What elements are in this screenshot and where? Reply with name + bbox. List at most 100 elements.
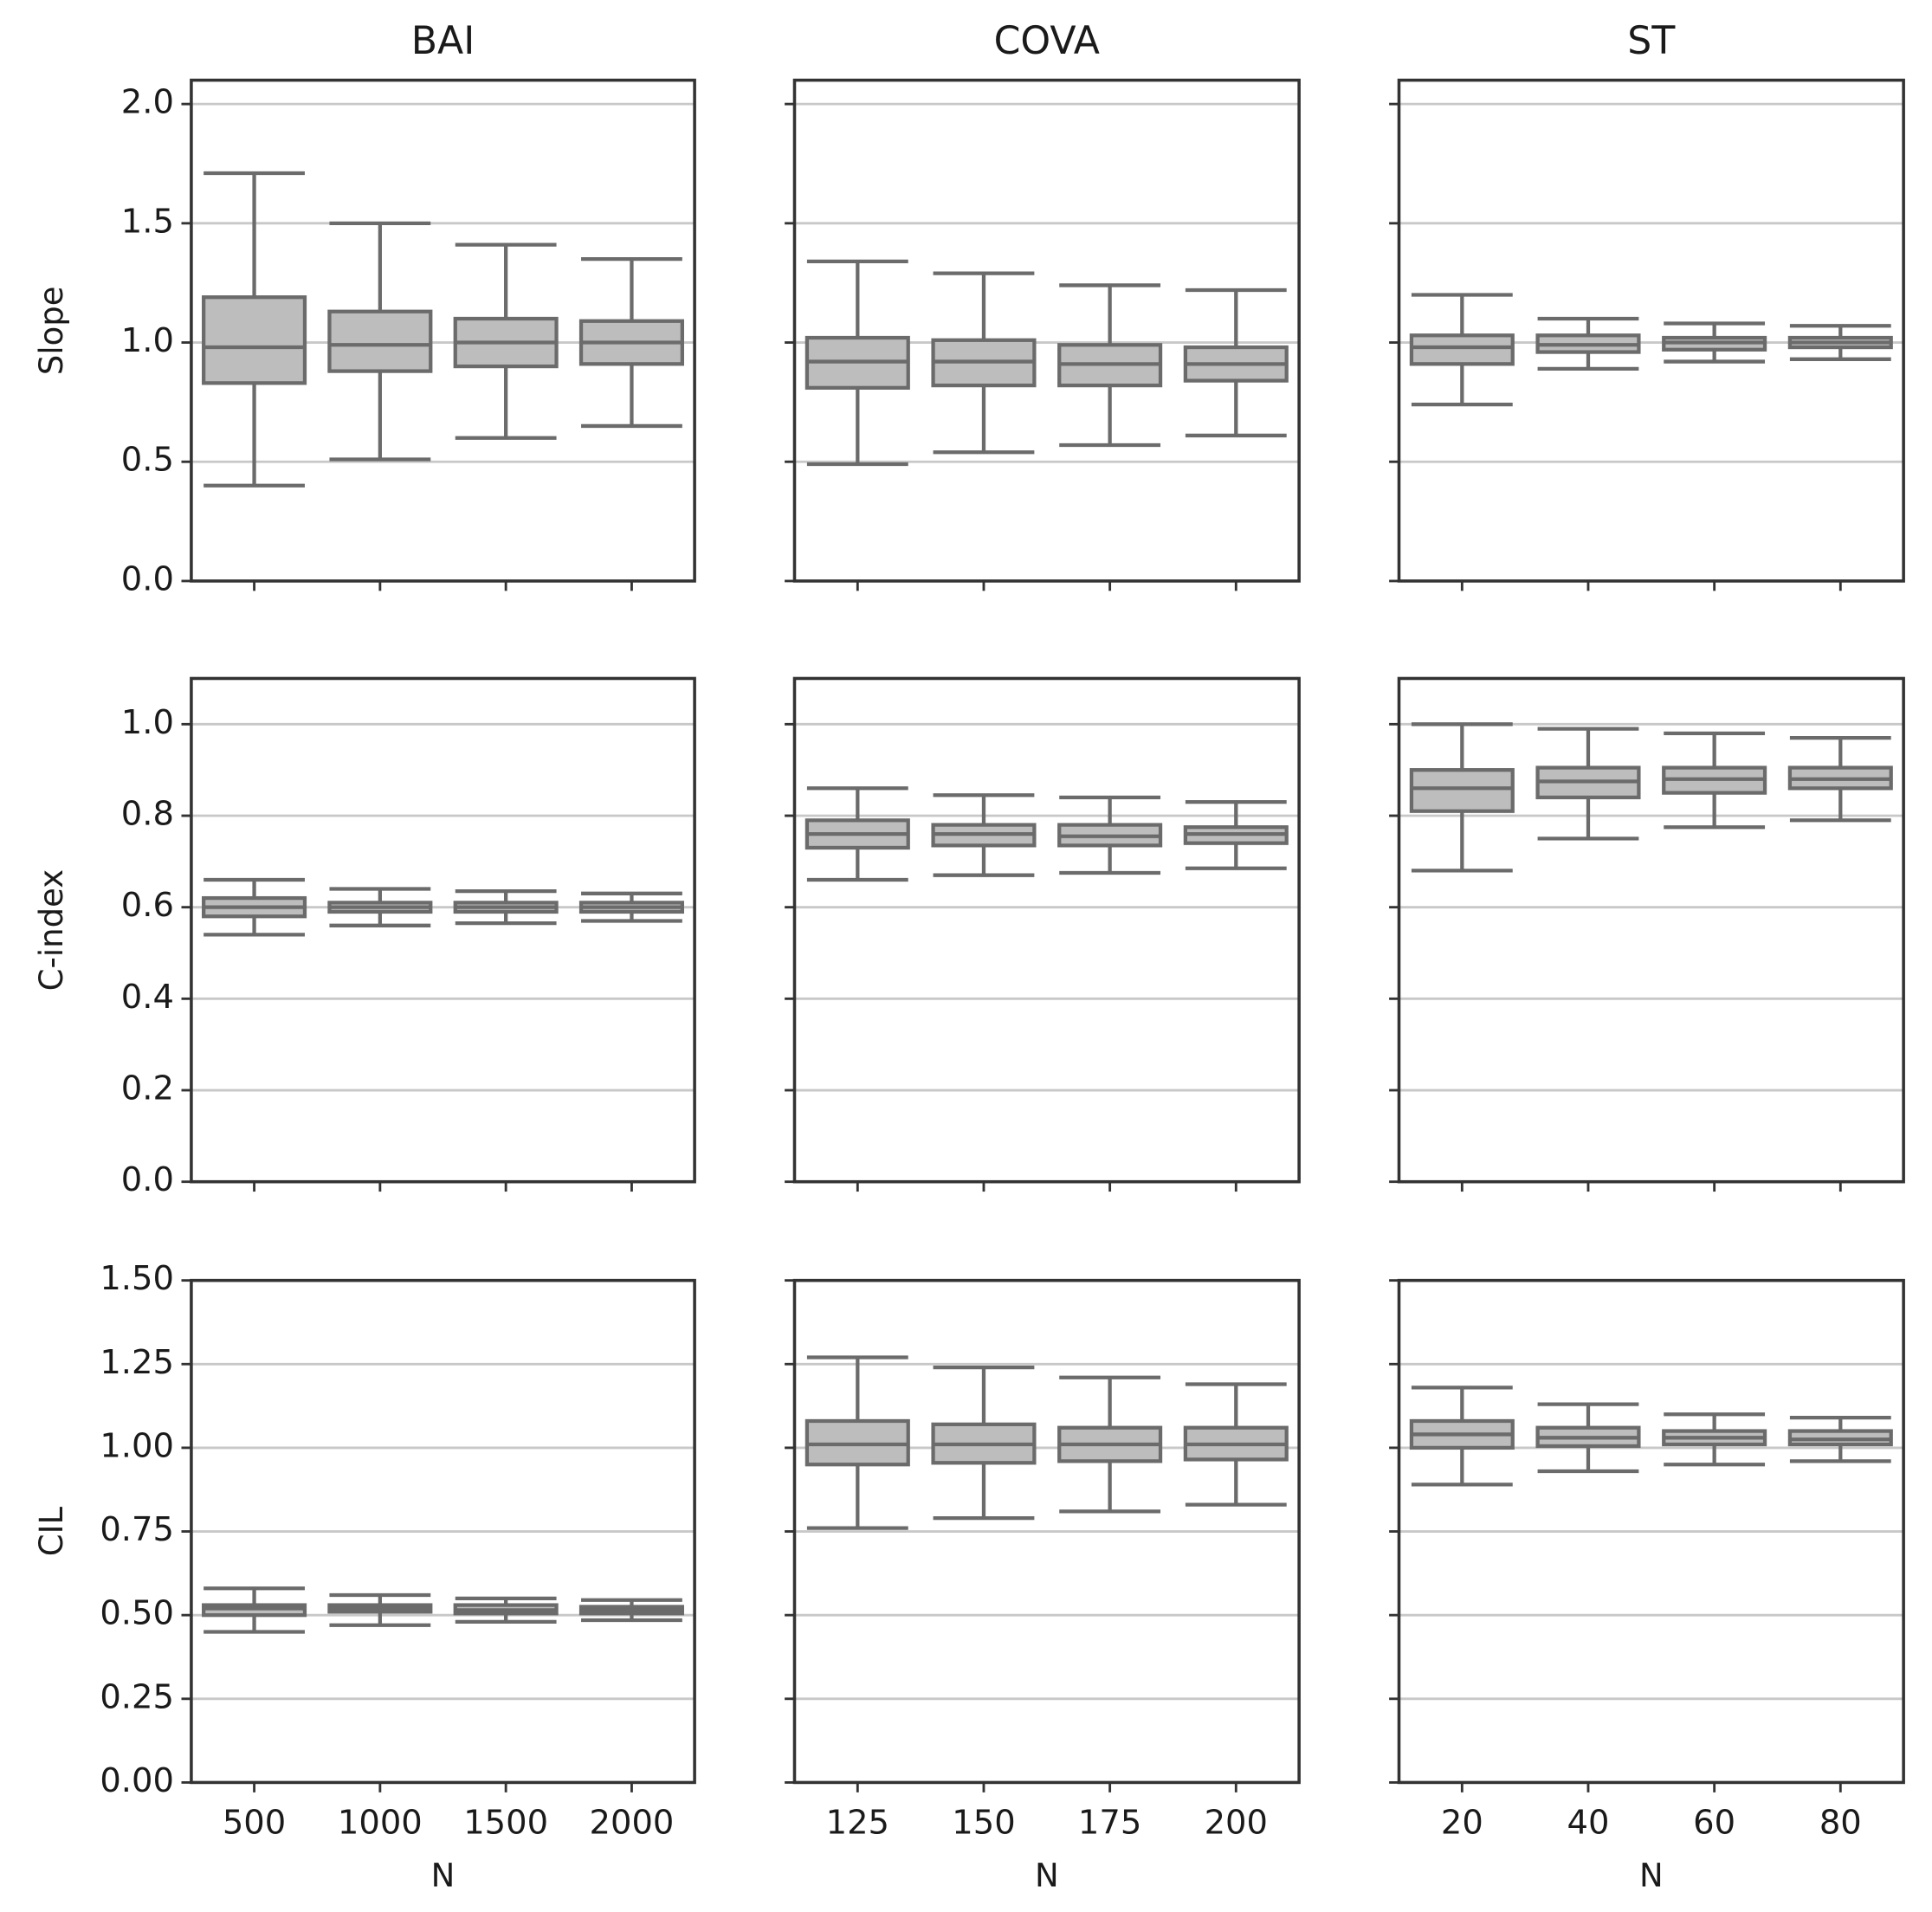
whisker-high [1411,1386,1513,1421]
axes-frame [792,78,1301,583]
x-tick-label: 1500 [463,1803,548,1842]
whisker-low [1789,347,1891,361]
whisker-low [1537,797,1639,841]
x-tick-label: 2000 [590,1803,675,1842]
whisker-low [1059,385,1161,448]
box [202,295,307,385]
whisker-high [204,171,305,298]
whisker-low [455,366,557,440]
whisker-high [329,887,431,903]
column-title: ST [1627,19,1676,63]
whisker-low [455,911,557,926]
whisker-high [1537,1402,1639,1428]
whisker-low [933,1463,1035,1521]
axes-frame [190,676,696,1184]
whisker-high [204,1586,305,1605]
whisker-low [1411,1447,1513,1487]
whisker-high [806,259,908,339]
axes-frame [190,78,696,583]
whisker-low [204,916,305,937]
whisker-high [455,242,557,319]
y-tick-label: 1.0 [121,321,174,360]
x-axis-label: N [1639,1857,1664,1895]
whisker-low [933,845,1035,877]
y-tick-label: 0.75 [100,1510,174,1549]
x-tick-label: 500 [223,1803,286,1842]
y-tick-label: 0.25 [100,1677,174,1716]
column-title: COVA [994,19,1100,63]
whisker-high [1537,316,1639,336]
x-tick-label: 80 [1819,1803,1862,1842]
x-tick-label: 200 [1205,1803,1268,1842]
whisker-high [204,877,305,899]
y-tick-label: 0.50 [100,1594,174,1633]
whisker-high [1789,324,1891,339]
whisker-low [933,385,1035,455]
x-tick-label: 40 [1567,1803,1610,1842]
y-tick-label: 1.5 [121,202,174,241]
whisker-low [1537,352,1639,371]
whisker-high [1185,1382,1287,1428]
whisker-low [329,911,431,927]
whisker-low [1664,1444,1766,1467]
whisker-high [806,1355,908,1421]
axes-frame [792,676,1301,1184]
y-tick-label: 0.4 [121,978,174,1017]
box [1409,333,1515,366]
whisker-low [806,387,908,467]
whisker-high [1789,1415,1891,1431]
whisker-high [1411,293,1513,336]
y-tick-label: 1.50 [100,1259,174,1298]
x-tick-label: 150 [952,1803,1015,1842]
x-tick-label: 60 [1693,1803,1735,1842]
y-tick-label: 1.00 [100,1426,174,1465]
whisker-high [1059,283,1161,346]
whisker-low [1185,1459,1287,1507]
y-tick-label: 1.0 [121,703,174,742]
y-tick-label: 0.0 [121,559,174,598]
whisker-low [1411,364,1513,407]
whisker-high [1537,727,1639,768]
whisker-low [581,364,682,429]
whisker-low [1411,811,1513,873]
whisker-high [1059,795,1161,825]
axes-frame [190,1278,696,1785]
whisker-high [1664,1412,1766,1431]
whisker-high [1411,722,1513,771]
whisker-low [204,1615,305,1634]
whisker-high [329,221,431,312]
x-tick-label: 175 [1078,1803,1141,1842]
whisker-high [1185,287,1287,348]
x-tick-label: 1000 [338,1803,423,1842]
whisker-high [1664,731,1766,768]
y-tick-label: 0.00 [100,1761,174,1800]
whisker-low [1185,380,1287,438]
axes-frame [1397,78,1905,583]
x-axis-label: N [1035,1857,1059,1895]
whisker-low [329,1612,431,1627]
x-tick-label: 20 [1441,1803,1483,1842]
x-tick-label: 125 [826,1803,889,1842]
whisker-low [1789,788,1891,823]
whisker-high [581,257,682,321]
whisker-low [1664,792,1766,830]
whisker-high [933,271,1035,340]
axes-frame [792,1278,1301,1785]
whisker-high [1664,321,1766,339]
axes-frame [1397,1278,1905,1785]
y-axis-label: Slope [33,286,70,375]
y-axis-label: CIL [33,1506,70,1556]
whisker-low [1537,1445,1639,1474]
whisker-high [806,786,908,821]
whisker-low [1059,1461,1161,1514]
box [1409,768,1515,813]
box [327,309,433,373]
whisker-high [455,889,557,903]
whisker-high [1185,800,1287,828]
y-tick-label: 2.0 [121,83,174,122]
y-tick-label: 0.0 [121,1160,174,1199]
whisker-high [1059,1375,1161,1428]
y-tick-label: 0.5 [121,441,174,480]
whisker-low [329,371,431,462]
